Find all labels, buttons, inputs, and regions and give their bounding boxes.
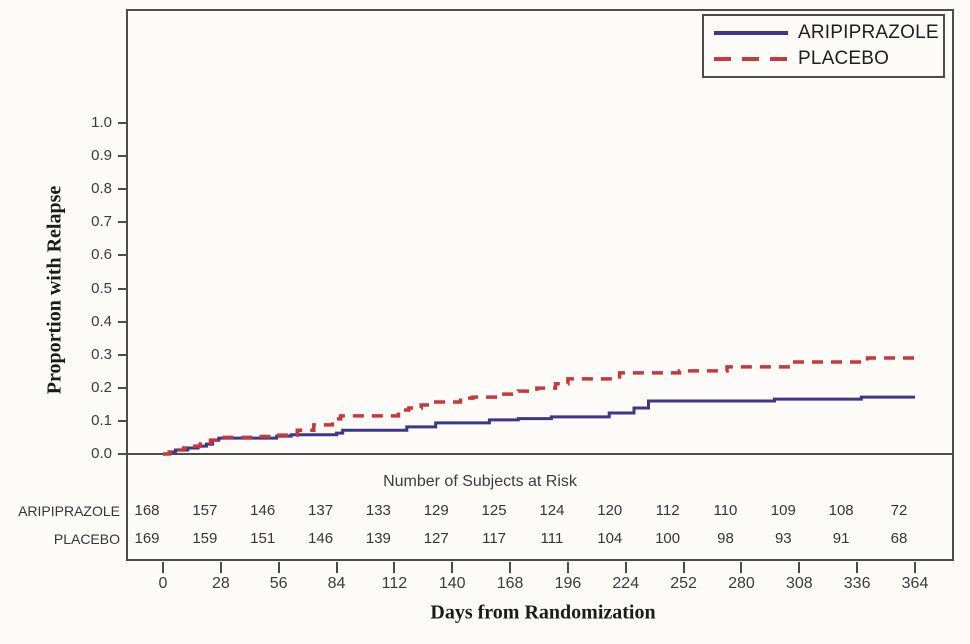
y-tick-label: 0.9: [91, 147, 112, 165]
risk-count: 159: [192, 530, 218, 547]
x-tick-label: 252: [670, 575, 697, 592]
risk-count: 151: [250, 530, 276, 547]
legend: ARIPIPRAZOLE PLACEBO: [702, 14, 945, 78]
risk-row-label: ARIPIPRAZOLE: [18, 503, 120, 519]
y-tick-label: 0.2: [91, 378, 112, 396]
x-tick-label: 0: [158, 575, 168, 592]
y-tick-mark: [118, 221, 126, 224]
risk-count: 91: [832, 530, 850, 547]
y-tick-mark: [118, 353, 126, 356]
risk-count: 169: [134, 530, 160, 547]
risk-count: 168: [134, 502, 160, 519]
risk-count: 98: [717, 530, 734, 547]
y-tick-mark: [118, 254, 126, 257]
risk-count: 109: [770, 502, 796, 519]
y-tick-label: 0.7: [91, 213, 112, 231]
x-tick-label: 224: [612, 575, 640, 592]
risk-count: 146: [250, 502, 276, 519]
placebo-line-sample: [714, 57, 788, 61]
x-tick-mark: [798, 562, 801, 573]
risk-count: 112: [655, 502, 680, 519]
plot-frame: [126, 9, 954, 561]
risk-count: 68: [890, 530, 908, 547]
y-tick-label: 0.5: [91, 279, 112, 297]
x-tick-label: 56: [269, 575, 288, 592]
y-tick-mark: [118, 453, 126, 455]
x-tick-mark: [566, 562, 569, 573]
x-tick-label: 112: [381, 575, 408, 592]
x-tick-label: 364: [901, 575, 929, 592]
legend-item-aripiprazole: ARIPIPRAZOLE: [714, 22, 939, 44]
risk-table-title: Number of Subjects at Risk: [383, 473, 577, 490]
y-tick-mark: [118, 188, 126, 191]
x-tick-label: 140: [438, 575, 466, 592]
risk-count: 124: [539, 502, 565, 519]
y-tick-label: 0.8: [91, 180, 112, 198]
x-tick-mark: [451, 562, 454, 573]
risk-row-label: PLACEBO: [53, 531, 120, 547]
x-axis-title: Days from Randomization: [430, 601, 656, 624]
x-tick-mark: [509, 562, 512, 573]
y-tick-label: 1.0: [91, 114, 112, 131]
x-tick-mark: [219, 562, 222, 573]
risk-count: 137: [308, 502, 334, 519]
x-tick-mark: [335, 562, 338, 573]
risk-count: 100: [655, 530, 681, 547]
x-tick-label: 196: [554, 575, 582, 592]
y-tick-mark: [118, 155, 126, 158]
y-tick-mark: [118, 419, 126, 422]
x-tick-mark: [682, 562, 685, 573]
x-tick-mark: [856, 562, 859, 573]
y-tick-label: 0.1: [91, 411, 112, 429]
risk-count: 133: [365, 502, 391, 519]
legend-label-placebo: PLACEBO: [798, 48, 890, 69]
risk-count: 93: [774, 530, 792, 547]
risk-count: 127: [423, 530, 449, 547]
risk-count: 146: [308, 530, 334, 547]
x-tick-mark: [624, 562, 627, 573]
x-tick-label: 308: [785, 575, 813, 592]
x-tick-mark: [277, 562, 280, 573]
y-tick-mark: [118, 320, 126, 323]
y-tick-mark: [118, 386, 126, 389]
y-tick-label: 0.0: [91, 445, 112, 462]
y-axis-title: Proportion with Relapse: [43, 185, 66, 395]
risk-count: 72: [890, 502, 908, 519]
y-tick-mark: [118, 287, 126, 290]
x-tick-mark: [740, 562, 743, 573]
legend-label-aripiprazole: ARIPIPRAZOLE: [798, 22, 939, 43]
x-tick-label: 280: [728, 575, 755, 592]
risk-count: 125: [481, 502, 507, 519]
risk-count: 110: [713, 502, 738, 519]
y-tick-label: 0.4: [91, 312, 112, 330]
risk-count: 111: [540, 530, 564, 547]
x-tick-label: 28: [211, 575, 230, 592]
risk-count: 120: [597, 502, 623, 519]
x-tick-mark: [393, 562, 396, 573]
y-tick-mark: [118, 122, 126, 124]
x-tick-mark: [162, 562, 164, 573]
risk-count: 157: [192, 502, 218, 519]
y-tick-label: 0.6: [91, 246, 112, 264]
x-tick-label: 84: [327, 575, 346, 592]
risk-count: 139: [365, 530, 391, 547]
x-tick-mark: [914, 562, 916, 573]
risk-count: 104: [597, 530, 623, 547]
aripiprazole-line-sample: [714, 31, 788, 35]
x-tick-label: 336: [843, 575, 871, 592]
legend-item-placebo: PLACEBO: [714, 48, 935, 70]
y-tick-label: 0.3: [91, 345, 112, 363]
x-tick-label: 168: [496, 575, 524, 592]
risk-count: 108: [828, 502, 854, 519]
risk-count: 129: [423, 502, 449, 519]
risk-count: 117: [482, 530, 507, 547]
